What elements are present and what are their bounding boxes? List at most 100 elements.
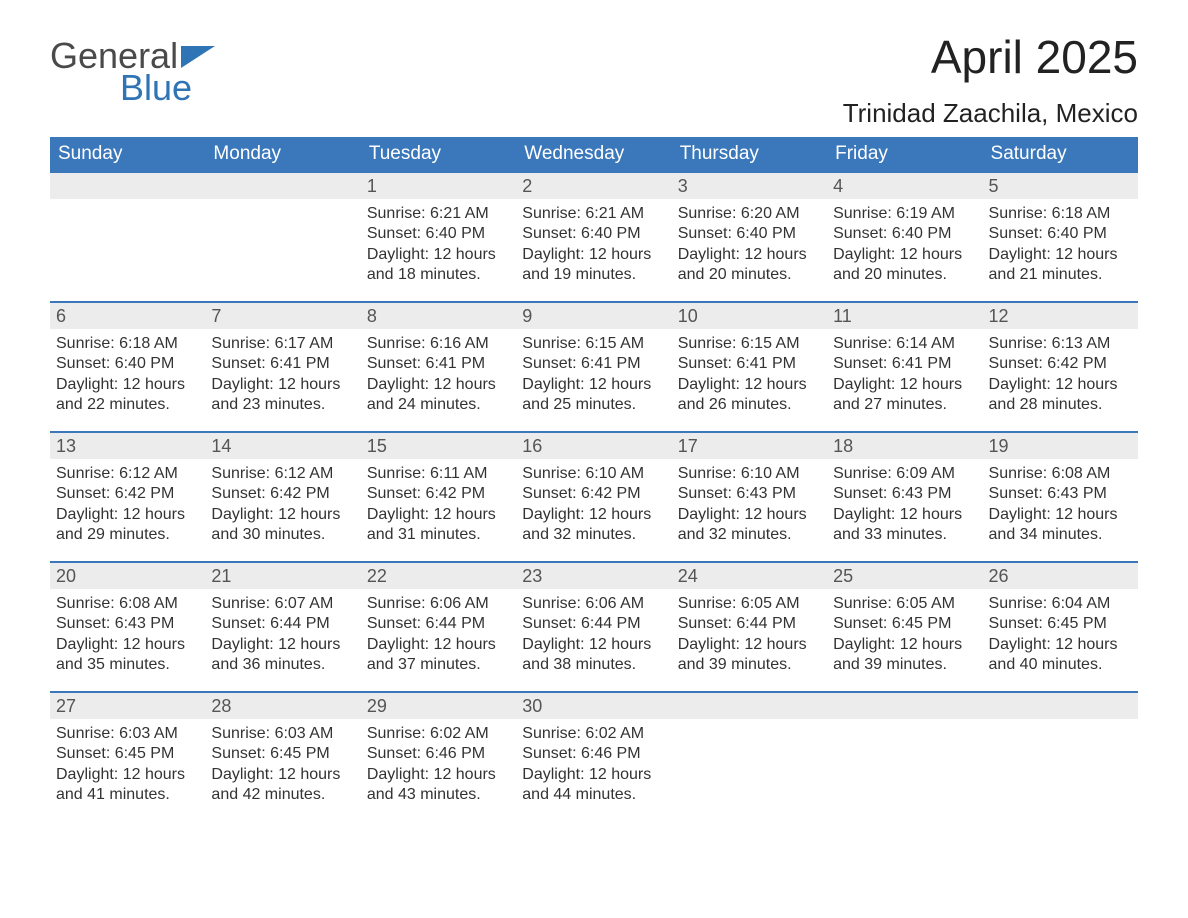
daylight-line: Daylight: 12 hours and 24 minutes. bbox=[367, 375, 510, 416]
sunset-line: Sunset: 6:42 PM bbox=[367, 484, 510, 504]
calendar-day: 8Sunrise: 6:16 AMSunset: 6:41 PMDaylight… bbox=[361, 303, 516, 429]
sunrise-line: Sunrise: 6:04 AM bbox=[989, 594, 1132, 614]
day-of-week-label: Sunday bbox=[50, 137, 205, 171]
sunset-line: Sunset: 6:41 PM bbox=[367, 354, 510, 374]
calendar-day: 23Sunrise: 6:06 AMSunset: 6:44 PMDayligh… bbox=[516, 563, 671, 689]
daylight-line: Daylight: 12 hours and 27 minutes. bbox=[833, 375, 976, 416]
day-number: 3 bbox=[672, 173, 827, 199]
sunset-line: Sunset: 6:45 PM bbox=[211, 744, 354, 764]
day-number: 14 bbox=[205, 433, 360, 459]
sunrise-line: Sunrise: 6:21 AM bbox=[367, 204, 510, 224]
daylight-line: Daylight: 12 hours and 20 minutes. bbox=[833, 245, 976, 286]
day-of-week-label: Tuesday bbox=[361, 137, 516, 171]
sunrise-line: Sunrise: 6:15 AM bbox=[678, 334, 821, 354]
day-details: Sunrise: 6:18 AMSunset: 6:40 PMDaylight:… bbox=[983, 199, 1138, 294]
daylight-line: Daylight: 12 hours and 21 minutes. bbox=[989, 245, 1132, 286]
sunrise-line: Sunrise: 6:12 AM bbox=[56, 464, 199, 484]
sunset-line: Sunset: 6:44 PM bbox=[367, 614, 510, 634]
sunset-line: Sunset: 6:41 PM bbox=[522, 354, 665, 374]
daylight-line: Daylight: 12 hours and 39 minutes. bbox=[833, 635, 976, 676]
calendar-day-empty bbox=[205, 173, 360, 299]
page-header: General Blue April 2025 Trinidad Zaachil… bbox=[50, 30, 1138, 129]
sunrise-line: Sunrise: 6:09 AM bbox=[833, 464, 976, 484]
daylight-line: Daylight: 12 hours and 41 minutes. bbox=[56, 765, 199, 806]
sunset-line: Sunset: 6:45 PM bbox=[989, 614, 1132, 634]
sunset-line: Sunset: 6:45 PM bbox=[56, 744, 199, 764]
day-details: Sunrise: 6:03 AMSunset: 6:45 PMDaylight:… bbox=[50, 719, 205, 814]
weeks-container: 1Sunrise: 6:21 AMSunset: 6:40 PMDaylight… bbox=[50, 171, 1138, 819]
daylight-line: Daylight: 12 hours and 38 minutes. bbox=[522, 635, 665, 676]
daylight-line: Daylight: 12 hours and 37 minutes. bbox=[367, 635, 510, 676]
sunrise-line: Sunrise: 6:06 AM bbox=[367, 594, 510, 614]
sunrise-line: Sunrise: 6:02 AM bbox=[367, 724, 510, 744]
day-details: Sunrise: 6:05 AMSunset: 6:45 PMDaylight:… bbox=[827, 589, 982, 684]
sunrise-line: Sunrise: 6:06 AM bbox=[522, 594, 665, 614]
day-number: 2 bbox=[516, 173, 671, 199]
sunset-line: Sunset: 6:46 PM bbox=[367, 744, 510, 764]
calendar-day: 11Sunrise: 6:14 AMSunset: 6:41 PMDayligh… bbox=[827, 303, 982, 429]
daylight-line: Daylight: 12 hours and 35 minutes. bbox=[56, 635, 199, 676]
logo-text-blue: Blue bbox=[50, 70, 215, 106]
day-number: 16 bbox=[516, 433, 671, 459]
day-number: 1 bbox=[361, 173, 516, 199]
sunset-line: Sunset: 6:41 PM bbox=[211, 354, 354, 374]
sunrise-line: Sunrise: 6:07 AM bbox=[211, 594, 354, 614]
sunset-line: Sunset: 6:43 PM bbox=[833, 484, 976, 504]
brand-logo: General Blue bbox=[50, 30, 215, 106]
day-details: Sunrise: 6:04 AMSunset: 6:45 PMDaylight:… bbox=[983, 589, 1138, 684]
calendar-day: 18Sunrise: 6:09 AMSunset: 6:43 PMDayligh… bbox=[827, 433, 982, 559]
sunrise-line: Sunrise: 6:08 AM bbox=[989, 464, 1132, 484]
day-number: 17 bbox=[672, 433, 827, 459]
day-of-week-label: Wednesday bbox=[516, 137, 671, 171]
sunset-line: Sunset: 6:42 PM bbox=[56, 484, 199, 504]
sunrise-line: Sunrise: 6:18 AM bbox=[989, 204, 1132, 224]
calendar-day: 26Sunrise: 6:04 AMSunset: 6:45 PMDayligh… bbox=[983, 563, 1138, 689]
daylight-line: Daylight: 12 hours and 34 minutes. bbox=[989, 505, 1132, 546]
sunrise-line: Sunrise: 6:10 AM bbox=[678, 464, 821, 484]
calendar-week: 6 Sunrise: 6:18 AMSunset: 6:40 PM Daylight… bbox=[50, 301, 1138, 429]
daylight-line: Daylight: 12 hours and 44 minutes. bbox=[522, 765, 665, 806]
day-number: 28 bbox=[205, 693, 360, 719]
calendar-day: 2Sunrise: 6:21 AMSunset: 6:40 PMDaylight… bbox=[516, 173, 671, 299]
day-number bbox=[827, 693, 982, 719]
calendar-day-empty bbox=[672, 693, 827, 819]
day-number: 6 bbox=[50, 303, 205, 329]
day-details: Sunrise: 6:02 AMSunset: 6:46 PMDaylight:… bbox=[516, 719, 671, 814]
day-details: Sunrise: 6:07 AMSunset: 6:44 PMDaylight:… bbox=[205, 589, 360, 684]
sunset-line: Sunset: 6:40 PM bbox=[522, 224, 665, 244]
day-details: Sunrise: 6:08 AMSunset: 6:43 PMDaylight:… bbox=[50, 589, 205, 684]
sunrise-line: Sunrise: 6:17 AM bbox=[211, 334, 354, 354]
sunset-line: Sunset: 6:42 PM bbox=[211, 484, 354, 504]
day-number: 4 bbox=[827, 173, 982, 199]
daylight-line: Daylight: 12 hours and 23 minutes. bbox=[211, 375, 354, 416]
day-number: 7 bbox=[205, 303, 360, 329]
day-details: Sunrise: 6:17 AMSunset: 6:41 PMDaylight:… bbox=[205, 329, 360, 424]
sunset-line: Sunset: 6:40 PM bbox=[56, 354, 199, 374]
day-details: Sunrise: 6:12 AMSunset: 6:42 PMDaylight:… bbox=[205, 459, 360, 554]
day-of-week-header: SundayMondayTuesdayWednesdayThursdayFrid… bbox=[50, 137, 1138, 171]
daylight-line: Daylight: 12 hours and 43 minutes. bbox=[367, 765, 510, 806]
daylight-line: Daylight: 12 hours and 33 minutes. bbox=[833, 505, 976, 546]
daylight-line: Daylight: 12 hours and 30 minutes. bbox=[211, 505, 354, 546]
calendar-week: 1Sunrise: 6:21 AMSunset: 6:40 PMDaylight… bbox=[50, 171, 1138, 299]
day-number: 22 bbox=[361, 563, 516, 589]
day-details: Sunrise: 6:10 AMSunset: 6:43 PMDaylight:… bbox=[672, 459, 827, 554]
calendar-day: 13Sunrise: 6:12 AMSunset: 6:42 PMDayligh… bbox=[50, 433, 205, 559]
sunset-line: Sunset: 6:43 PM bbox=[989, 484, 1132, 504]
sunrise-line: Sunrise: 6:18 AM bbox=[56, 334, 199, 354]
sunrise-line: Sunrise: 6:20 AM bbox=[678, 204, 821, 224]
day-number bbox=[672, 693, 827, 719]
daylight-line: Daylight: 12 hours and 18 minutes. bbox=[367, 245, 510, 286]
daylight-line: Daylight: 12 hours and 26 minutes. bbox=[678, 375, 821, 416]
calendar-day-empty bbox=[827, 693, 982, 819]
day-details: Sunrise: 6:21 AMSunset: 6:40 PMDaylight:… bbox=[516, 199, 671, 294]
sunrise-line: Sunrise: 6:14 AM bbox=[833, 334, 976, 354]
day-details: Sunrise: 6:19 AMSunset: 6:40 PMDaylight:… bbox=[827, 199, 982, 294]
sunrise-line: Sunrise: 6:10 AM bbox=[522, 464, 665, 484]
calendar-day: 7Sunrise: 6:17 AMSunset: 6:41 PMDaylight… bbox=[205, 303, 360, 429]
calendar-day: 24Sunrise: 6:05 AMSunset: 6:44 PMDayligh… bbox=[672, 563, 827, 689]
title-block: April 2025 Trinidad Zaachila, Mexico bbox=[843, 30, 1138, 129]
sunrise-line: Sunrise: 6:12 AM bbox=[211, 464, 354, 484]
day-of-week-label: Monday bbox=[205, 137, 360, 171]
day-number: 15 bbox=[361, 433, 516, 459]
